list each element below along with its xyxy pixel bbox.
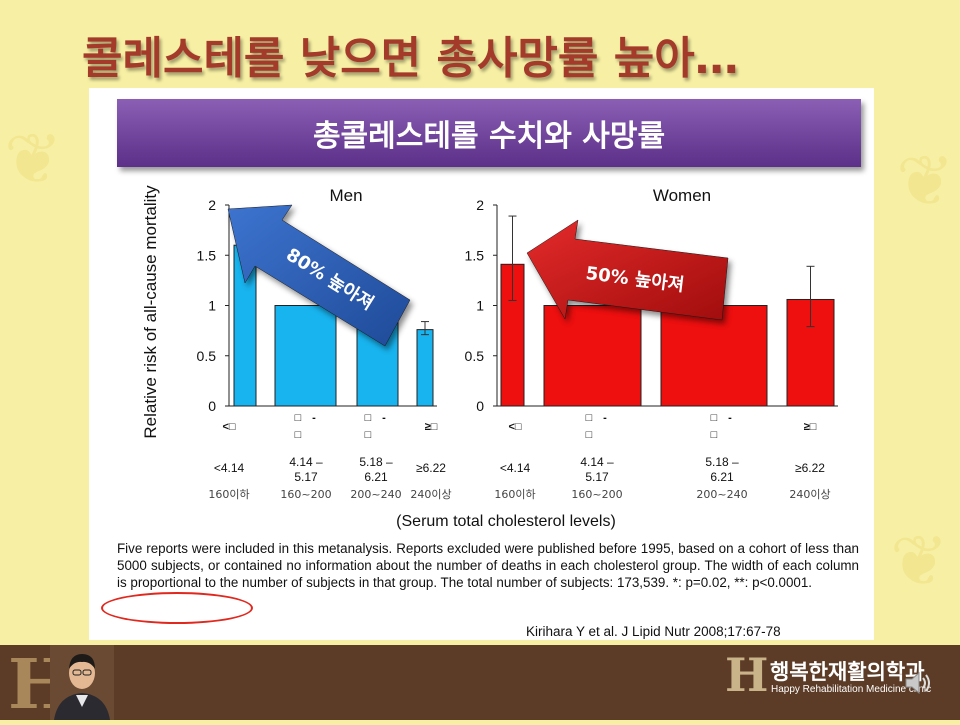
doctor-photo xyxy=(50,645,114,720)
clinic-tagline: Happy Rehabilitation Medicine clinic xyxy=(771,684,932,695)
study-note: Five reports were included in this metan… xyxy=(117,541,859,590)
banner-text: 총콜레스테롤 수치와 사망률 xyxy=(312,119,666,154)
highlight-oval xyxy=(101,592,253,624)
leaf-decoration: ❦ xyxy=(890,520,949,602)
speaker-icon[interactable] xyxy=(904,670,934,696)
leaf-decoration: ❦ xyxy=(4,118,63,200)
slide-title: 콜레스테롤 낮으면 총사망률 높아… xyxy=(82,33,739,84)
clinic-name: 행복한재활의학과 xyxy=(770,660,925,684)
clinic-logo-mark: H xyxy=(725,648,769,702)
citation: Kirihara Y et al. J Lipid Nutr 2008;17:6… xyxy=(526,624,781,639)
chart-banner: 총콜레스테롤 수치와 사망률 xyxy=(117,99,861,167)
leaf-decoration: ❦ xyxy=(896,140,955,222)
